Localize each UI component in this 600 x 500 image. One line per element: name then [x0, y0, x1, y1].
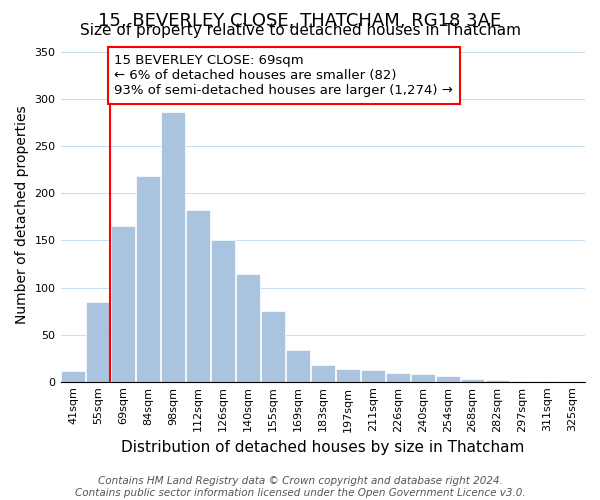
- Bar: [336, 368, 359, 382]
- Bar: [211, 240, 235, 382]
- Y-axis label: Number of detached properties: Number of detached properties: [15, 106, 29, 324]
- Bar: [361, 370, 385, 382]
- Bar: [61, 372, 85, 382]
- Bar: [411, 374, 434, 382]
- Bar: [236, 274, 260, 382]
- Bar: [286, 350, 310, 382]
- Text: Size of property relative to detached houses in Thatcham: Size of property relative to detached ho…: [79, 24, 521, 38]
- Bar: [186, 210, 210, 382]
- Bar: [111, 226, 135, 382]
- Bar: [386, 373, 410, 382]
- Bar: [486, 380, 509, 382]
- Text: 15 BEVERLEY CLOSE: 69sqm
← 6% of detached houses are smaller (82)
93% of semi-de: 15 BEVERLEY CLOSE: 69sqm ← 6% of detache…: [114, 54, 453, 97]
- Bar: [161, 112, 185, 382]
- Bar: [511, 380, 535, 382]
- Bar: [461, 379, 484, 382]
- Bar: [261, 311, 284, 382]
- Bar: [136, 176, 160, 382]
- Bar: [86, 302, 110, 382]
- Text: Contains HM Land Registry data © Crown copyright and database right 2024.
Contai: Contains HM Land Registry data © Crown c…: [74, 476, 526, 498]
- X-axis label: Distribution of detached houses by size in Thatcham: Distribution of detached houses by size …: [121, 440, 524, 455]
- Bar: [436, 376, 460, 382]
- Text: 15, BEVERLEY CLOSE, THATCHAM, RG18 3AE: 15, BEVERLEY CLOSE, THATCHAM, RG18 3AE: [98, 12, 502, 30]
- Bar: [536, 380, 559, 382]
- Bar: [311, 364, 335, 382]
